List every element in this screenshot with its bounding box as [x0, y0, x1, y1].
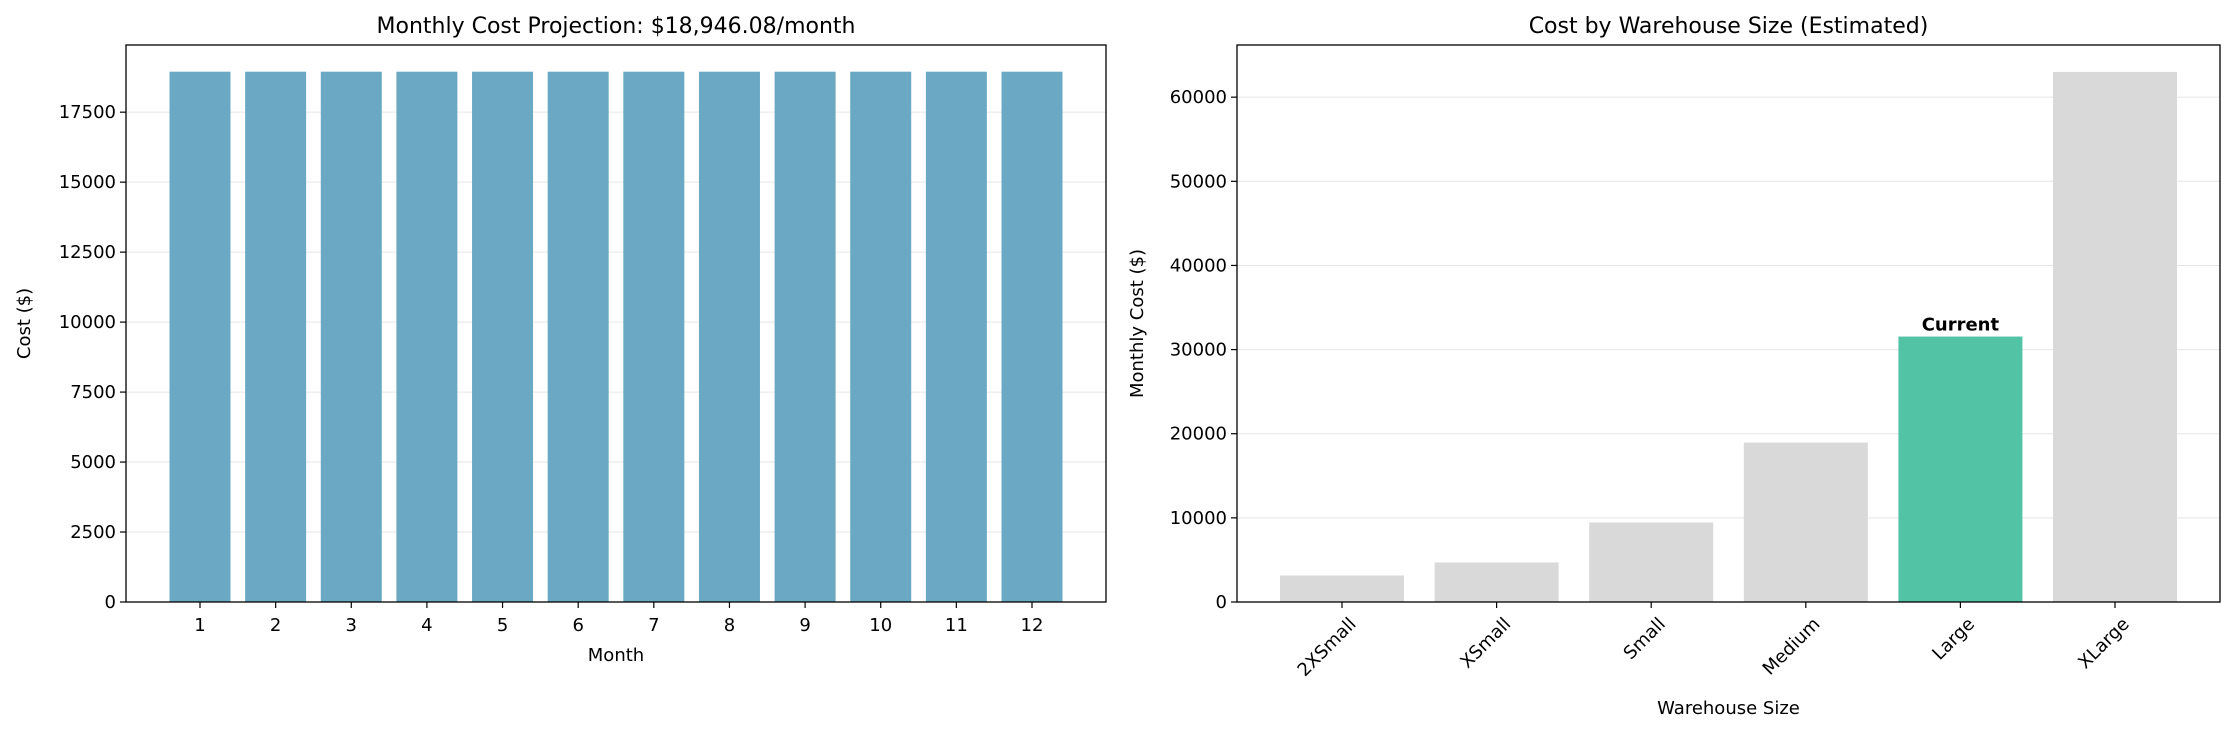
bar [774, 71, 836, 602]
x-tick-label: 2XSmall [1294, 614, 1361, 681]
x-tick-label: 9 [799, 615, 810, 636]
x-tick-label: 5 [497, 615, 508, 636]
axes-frame [1236, 44, 2221, 603]
x-tick-label: XLarge [2074, 614, 2133, 673]
x-axis-label: Warehouse Size [1657, 698, 1800, 719]
y-tick-label: 40000 [1170, 255, 1227, 276]
bar [169, 71, 231, 602]
y-tick-label: 60000 [1170, 87, 1227, 108]
x-tick-label: 11 [945, 615, 968, 636]
bar [925, 71, 987, 602]
y-axis-label: Cost ($) [14, 288, 35, 359]
bar [320, 71, 382, 602]
bar [1898, 336, 2023, 602]
bar [1001, 71, 1063, 602]
bar [1589, 522, 1714, 602]
bar [1280, 575, 1404, 602]
bar [396, 71, 458, 602]
bar [547, 71, 609, 602]
axes-frame [125, 44, 1107, 603]
bar [698, 71, 760, 602]
chart-title: Cost by Warehouse Size (Estimated) [1529, 14, 1929, 39]
y-tick-label: 7500 [70, 382, 116, 403]
bar-annotation: Current [1922, 315, 2000, 336]
y-tick-label: 12500 [59, 242, 116, 263]
y-tick-label: 0 [1216, 592, 1227, 613]
x-tick-label: Medium [1759, 614, 1825, 680]
x-tick-label: 6 [572, 615, 583, 636]
warehouse-size-chart: Current 0 10000 20000 30000 40000 50000 60000 2X… [1127, 14, 2221, 719]
bar [1743, 442, 1868, 602]
y-tick-label: 2500 [70, 522, 116, 543]
y-tick-label: 30000 [1170, 340, 1227, 361]
y-tick-label: 20000 [1170, 424, 1227, 445]
y-tick-label: 10000 [59, 312, 116, 333]
y-tick-label: 0 [105, 592, 116, 613]
y-tick-label: 50000 [1170, 171, 1227, 192]
y-tick-label: 5000 [70, 452, 116, 473]
bar [1434, 562, 1559, 602]
x-tick-label: Large [1928, 614, 1979, 665]
x-tick-label: 2 [270, 615, 281, 636]
x-axis-label: Month [588, 645, 644, 666]
bar [623, 71, 685, 602]
y-axis-label: Monthly Cost ($) [1127, 249, 1148, 398]
bar [850, 71, 912, 602]
x-tick-label: 8 [724, 615, 735, 636]
x-tick-label: 12 [1021, 615, 1044, 636]
y-tick-label: 10000 [1170, 508, 1227, 529]
x-tick-label: 7 [648, 615, 659, 636]
y-tick-label: 15000 [59, 172, 116, 193]
bar [2053, 71, 2177, 603]
x-tick-label: 3 [346, 615, 357, 636]
x-tick-label: 10 [869, 615, 892, 636]
bar [472, 71, 534, 602]
x-tick-label: 1 [194, 615, 205, 636]
x-tick-label: Small [1620, 614, 1670, 664]
chart-title: Monthly Cost Projection: $18,946.08/mont… [377, 14, 856, 39]
x-tick-label: XSmall [1456, 614, 1515, 673]
bar [245, 71, 307, 602]
y-tick-label: 17500 [59, 102, 116, 123]
x-tick-label: 4 [421, 615, 432, 636]
